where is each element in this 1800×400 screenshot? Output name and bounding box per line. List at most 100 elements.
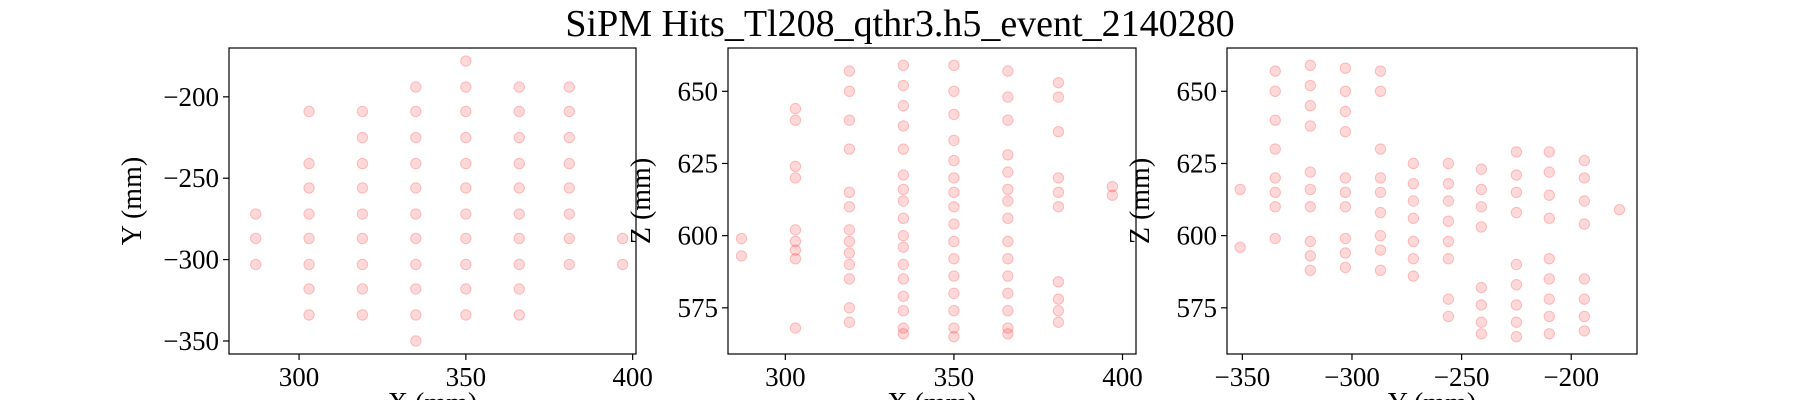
scatter-point — [1052, 186, 1065, 199]
scatter-point — [1475, 328, 1488, 340]
scatter-point — [1106, 180, 1119, 193]
scatter-point — [410, 232, 422, 245]
scatter-point — [356, 105, 369, 118]
scatter-point — [1510, 316, 1523, 328]
scatter-point — [563, 105, 575, 118]
scatter-point — [1304, 250, 1317, 262]
scatter-point — [1578, 172, 1591, 184]
scatter-point — [1407, 212, 1420, 225]
scatter-point — [513, 309, 525, 321]
scatter-point — [1002, 270, 1014, 282]
scatter-point — [513, 105, 525, 118]
y-tick-label: 575 — [678, 293, 719, 323]
scatter-point — [1442, 310, 1455, 323]
scatter-point — [843, 302, 856, 314]
scatter-point — [843, 224, 856, 236]
y-axis-label: Z (mm) — [1125, 158, 1156, 244]
scatter-point — [460, 55, 472, 67]
scatter-point — [616, 258, 629, 271]
scatter-point — [1269, 172, 1281, 184]
scatter-point — [1339, 186, 1352, 199]
scatter-point — [897, 212, 910, 225]
subplot: 300 350 400 575 600 625 650 X (mm) Z (mm) — [626, 47, 1143, 400]
scatter-point — [1269, 232, 1281, 245]
x-tick-label: −250 — [1434, 362, 1490, 392]
scatter-point — [1543, 293, 1555, 305]
scatter-point — [460, 258, 472, 271]
scatter-point — [1339, 126, 1352, 138]
scatter-point — [563, 157, 575, 170]
scatter-point — [789, 102, 802, 115]
y-tick-label: 650 — [678, 76, 719, 106]
scatter-point — [563, 232, 575, 245]
scatter-point — [513, 232, 525, 245]
scatter-point — [1052, 293, 1065, 305]
axes-frame — [727, 47, 1137, 355]
scatter-point — [1407, 195, 1420, 207]
scatter-point — [460, 208, 472, 220]
scatter-point — [1613, 203, 1626, 216]
scatter-point — [897, 143, 910, 155]
scatter-point — [410, 335, 422, 347]
scatter-point — [513, 182, 525, 194]
y-tick-label: 600 — [678, 221, 719, 251]
scatter-point — [843, 247, 856, 259]
scatter-point — [460, 182, 472, 194]
scatter-point — [356, 258, 369, 271]
scatter-point — [1052, 172, 1065, 184]
scatter-point — [948, 287, 960, 300]
scatter-point — [1269, 143, 1281, 155]
scatter-point — [356, 157, 369, 170]
scatter-point — [1543, 310, 1555, 323]
scatter-point — [1002, 212, 1014, 225]
x-axis-label: Y (mm) — [1388, 388, 1476, 400]
scatter-point — [249, 258, 262, 271]
axes-frame — [228, 47, 637, 355]
scatter-point — [1510, 330, 1523, 343]
scatter-point — [789, 253, 802, 265]
scatter-point — [410, 182, 422, 194]
scatter-point — [843, 316, 856, 328]
scatter-point — [356, 283, 369, 295]
x-tick-label: −200 — [1543, 362, 1599, 392]
x-tick-label: 400 — [612, 362, 653, 392]
scatter-point — [789, 172, 802, 184]
scatter-point — [1052, 126, 1065, 138]
scatter-point — [1002, 235, 1014, 248]
scatter-point — [410, 208, 422, 220]
scatter-point — [303, 309, 315, 321]
scatter-point — [735, 232, 748, 245]
x-tick-label: 350 — [446, 362, 487, 392]
scatter-point — [843, 235, 856, 248]
scatter-point — [843, 65, 856, 77]
scatter-point — [789, 224, 802, 236]
scatter-point — [513, 81, 525, 93]
scatter-point — [1304, 120, 1317, 132]
scatter-point — [460, 105, 472, 118]
scatter-point — [843, 143, 856, 155]
scatter-point — [563, 81, 575, 93]
scatter-point — [410, 157, 422, 170]
scatter-point — [1002, 253, 1014, 265]
scatter-point — [1002, 183, 1014, 196]
scatter-point — [1304, 201, 1317, 213]
scatter-point — [1510, 146, 1523, 158]
scatter-point — [1304, 59, 1317, 72]
scatter-point — [1374, 264, 1387, 276]
scatter-point — [303, 157, 315, 170]
scatter-point — [356, 309, 369, 321]
scatter-point — [410, 309, 422, 321]
scatter-point — [948, 59, 960, 72]
x-tick-label: −300 — [1324, 362, 1380, 392]
scatter-point — [1002, 91, 1014, 103]
scatter-point — [513, 131, 525, 144]
scatter-point — [1442, 195, 1455, 207]
y-tick-label: −200 — [163, 82, 219, 112]
scatter-point — [897, 120, 910, 132]
scatter-point — [1442, 253, 1455, 265]
y-tick-label: 600 — [1177, 221, 1218, 251]
scatter-point — [1374, 172, 1387, 184]
scatter-point — [1543, 189, 1555, 201]
scatter-point — [410, 131, 422, 144]
